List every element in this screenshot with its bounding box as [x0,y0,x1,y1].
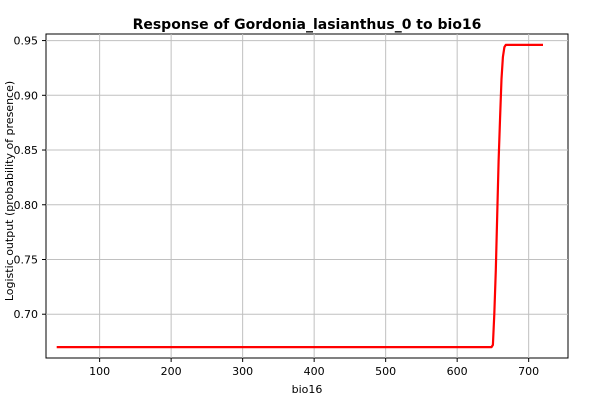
x-tick-label: 300 [232,365,253,378]
y-tick-label: 0.85 [14,144,39,157]
x-tick-label: 200 [161,365,182,378]
y-axis-label: Logistic output (probability of presence… [3,81,16,301]
x-tick-label: 700 [518,365,539,378]
x-axis-label: bio16 [292,383,323,396]
x-tick-label: 400 [304,365,325,378]
y-tick-label: 0.70 [14,308,39,321]
axes: 100 200 300 400 500 600 700 0.70 0.75 0.80 0.85 0.9… [14,35,540,378]
y-tick-label: 0.90 [14,89,39,102]
series-layer [56,43,543,349]
y-tick-label: 0.80 [14,199,39,212]
x-tick-label: 600 [447,365,468,378]
x-tick-label: 100 [89,365,110,378]
y-tick-label: 0.95 [14,35,39,48]
grid [46,34,568,358]
y-tick-label: 0.75 [14,253,39,266]
x-tick-label: 500 [375,365,396,378]
chart-title: Response of Gordonia_lasianthus_0 to bio… [133,17,482,33]
plot-area [45,33,569,359]
series-line [56,43,543,349]
